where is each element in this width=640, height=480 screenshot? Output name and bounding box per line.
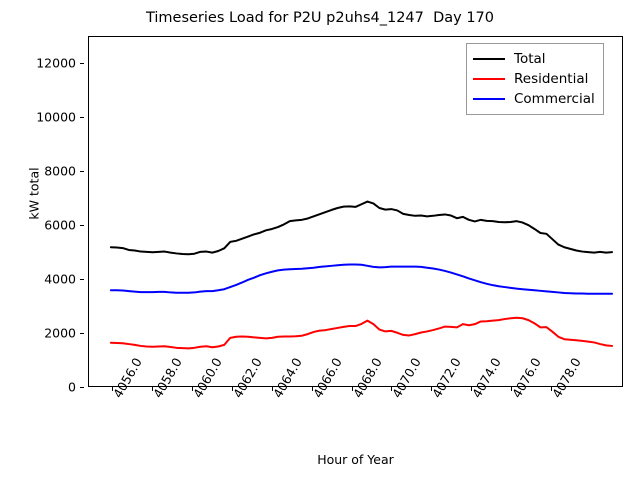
legend-color-swatch [473,78,505,80]
legend-label: Residential [514,71,589,87]
x-tick-mark [391,387,393,391]
chart-title: Timeseries Load for P2U p2uhs4_1247 Day … [145,10,495,26]
y-tick-mark [80,170,84,172]
y-tick-label: 6000 [44,217,76,233]
y-tick-mark [80,224,84,226]
y-tick-mark [80,387,84,388]
plot-area [88,36,623,387]
legend-item: Total [473,49,595,69]
x-tick-mark [351,387,353,391]
x-axis-tick-marks [88,387,623,393]
y-tick-label: 8000 [44,163,76,179]
legend-color-swatch [473,58,505,60]
y-tick-mark [80,116,84,118]
y-tick-mark [80,332,84,334]
x-tick-mark [231,387,233,391]
series-line-total [111,202,612,255]
x-tick-mark [551,387,553,391]
x-tick-mark [511,387,513,391]
y-axis-tick-labels: 0 2000 4000 6000 8000 10000 12000 [0,36,84,395]
y-tick-label: 12000 [36,55,76,70]
x-axis-label: Hour of Year [317,452,394,467]
x-tick-mark [431,387,433,391]
series-lines [89,37,622,386]
legend-item: Residential [473,69,595,89]
chart-legend: Total Residential Commercial [466,43,604,115]
y-tick-label: 4000 [44,271,76,287]
series-line-commercial [111,264,612,293]
x-tick-mark [191,387,193,391]
legend-item: Commercial [473,89,595,109]
legend-color-swatch [473,98,505,100]
y-tick-mark [80,278,84,280]
x-tick-mark [271,387,273,391]
legend-label: Total [514,51,546,67]
x-tick-mark [151,387,153,391]
x-tick-mark [311,387,313,391]
x-tick-mark [471,387,473,391]
y-tick-label: 0 [68,379,76,395]
series-line-residential [111,318,612,349]
y-tick-label: 2000 [44,325,76,341]
y-tick-label: 10000 [36,109,76,125]
y-tick-mark [80,62,84,64]
legend-label: Commercial [514,91,595,107]
x-tick-mark [111,387,113,391]
